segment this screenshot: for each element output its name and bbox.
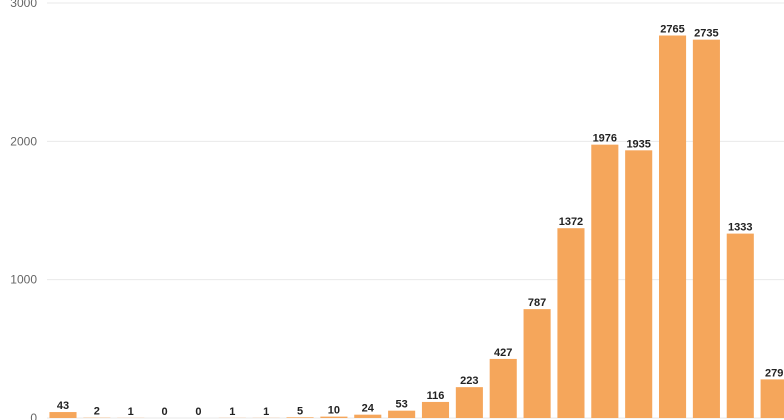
bar-value-label: 1935: [626, 138, 650, 150]
y-tick-label: 1000: [10, 273, 37, 287]
bar: [591, 144, 619, 418]
bar-value-label: 53: [396, 399, 408, 411]
bar-value-label: 0: [195, 406, 201, 418]
bar-value-label: 1: [229, 406, 235, 418]
bar-value-label: 43: [57, 400, 69, 412]
y-tick-label: 2000: [10, 134, 37, 148]
y-tick-label: 0: [30, 411, 37, 420]
bar-value-label: 1: [263, 406, 269, 418]
bar-value-label: 116: [427, 390, 445, 402]
bar-value-label: 1: [128, 406, 134, 418]
bar: [354, 414, 382, 418]
bar-value-label: 2735: [694, 28, 718, 40]
y-axis: 0 1000 2000 3000: [10, 0, 37, 420]
bar: [388, 410, 416, 418]
bar-value-label: 24: [362, 403, 375, 415]
bar: [523, 309, 551, 418]
bar-value-label: 0: [162, 406, 168, 418]
bar-value-label: 1333: [728, 222, 752, 234]
bar: [421, 401, 450, 418]
bar-value-label: 279: [765, 367, 783, 379]
bar: [489, 358, 517, 418]
bar-series: [49, 35, 784, 418]
bar-value-label: 2765: [660, 24, 684, 36]
bar-value-label: 10: [328, 405, 340, 417]
bar: [625, 150, 653, 418]
bar-value-label: 223: [460, 375, 478, 387]
bar: [286, 417, 314, 418]
bar: [659, 35, 687, 418]
bar-value-label: 787: [528, 297, 546, 309]
bar: [455, 387, 483, 418]
bar: [320, 416, 348, 418]
bar-value-label: 2: [94, 406, 100, 418]
bar-value-label: 1372: [559, 216, 583, 228]
bar-value-label: 5: [297, 405, 303, 417]
bar: [692, 39, 720, 418]
bar: [49, 412, 77, 418]
bar: [760, 379, 784, 418]
bar: [557, 228, 585, 418]
bar: [726, 233, 754, 418]
bar-value-label: 1976: [593, 133, 617, 145]
y-tick-label: 3000: [10, 0, 37, 10]
bar-value-label: 427: [494, 347, 512, 359]
